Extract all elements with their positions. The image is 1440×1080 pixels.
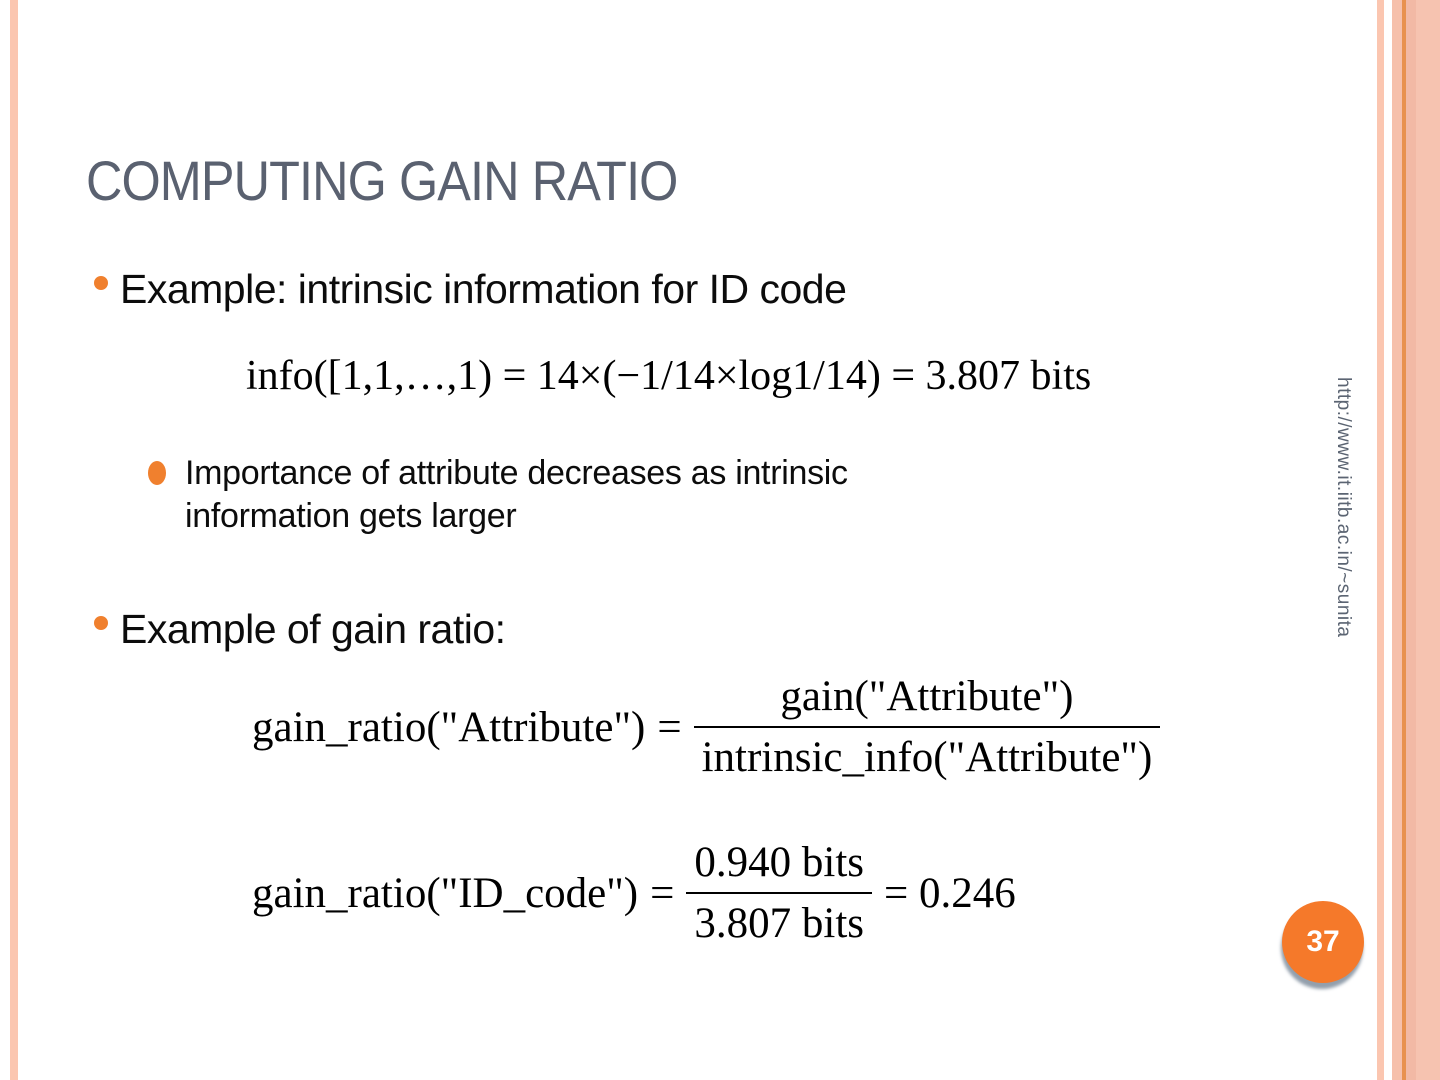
equals-sign: = bbox=[657, 703, 682, 751]
fraction: gain("Attribute") intrinsic_info("Attrib… bbox=[693, 672, 1161, 782]
formula-lhs: gain_ratio("ID_code") bbox=[252, 869, 639, 917]
hollow-circle-bullet-icon bbox=[94, 276, 108, 290]
right-accent-stripe-c bbox=[1416, 0, 1440, 1080]
page-number-badge: 37 bbox=[1282, 901, 1364, 983]
fraction-denominator: intrinsic_info("Attribute") bbox=[693, 726, 1161, 782]
slide-title: COMPUTING GAIN RATIO bbox=[86, 149, 678, 212]
right-accent-stripe-line bbox=[1402, 0, 1406, 1080]
fraction-numerator: gain("Attribute") bbox=[780, 673, 1074, 720]
fraction-denominator: 3.807 bits bbox=[686, 892, 873, 948]
fraction-numerator: 0.940 bits bbox=[694, 839, 865, 886]
bullet-text: Example of gain ratio: bbox=[120, 606, 506, 652]
sub-bullet-text: Importance of attribute decreases as int… bbox=[185, 452, 848, 538]
formula-result: = 0.246 bbox=[884, 869, 1016, 917]
bullet-item-gain-ratio-example: Example of gain ratio: bbox=[94, 606, 506, 653]
bullet-item-intrinsic-info: Example: intrinsic information for ID co… bbox=[94, 266, 847, 313]
formula-lhs: gain_ratio("Attribute") bbox=[252, 703, 646, 751]
right-accent-stripe-a bbox=[1392, 0, 1402, 1080]
formula-gain-ratio-id-code: gain_ratio("ID_code") = 0.940 bits 3.807… bbox=[252, 838, 1016, 948]
formula-gain-ratio-generic: gain_ratio("Attribute") = gain("Attribut… bbox=[252, 672, 1161, 782]
right-accent-stripe-outer bbox=[1377, 0, 1384, 1080]
filled-dot-bullet-icon bbox=[148, 461, 166, 485]
formula-intrinsic-info: info([1,1,…,1) = 14×(−1/14×log1/14) = 3.… bbox=[246, 353, 1092, 399]
sidebar-url-text: http://www.it.iitb.ac.in/~sunita bbox=[1333, 377, 1354, 638]
sub-bullet-line-2: information gets larger bbox=[185, 497, 517, 535]
sub-bullet-line-1: Importance of attribute decreases as int… bbox=[185, 454, 848, 492]
bullet-text: Example: intrinsic information for ID co… bbox=[120, 266, 847, 312]
equals-sign: = bbox=[650, 869, 675, 917]
left-accent-stripe bbox=[10, 0, 18, 1080]
page-number: 37 bbox=[1306, 925, 1340, 958]
fraction: 0.940 bits 3.807 bits bbox=[686, 838, 873, 948]
sub-bullet-item-importance: Importance of attribute decreases as int… bbox=[148, 452, 848, 538]
right-accent-stripe-b bbox=[1406, 0, 1416, 1080]
hollow-circle-bullet-icon bbox=[94, 616, 108, 630]
